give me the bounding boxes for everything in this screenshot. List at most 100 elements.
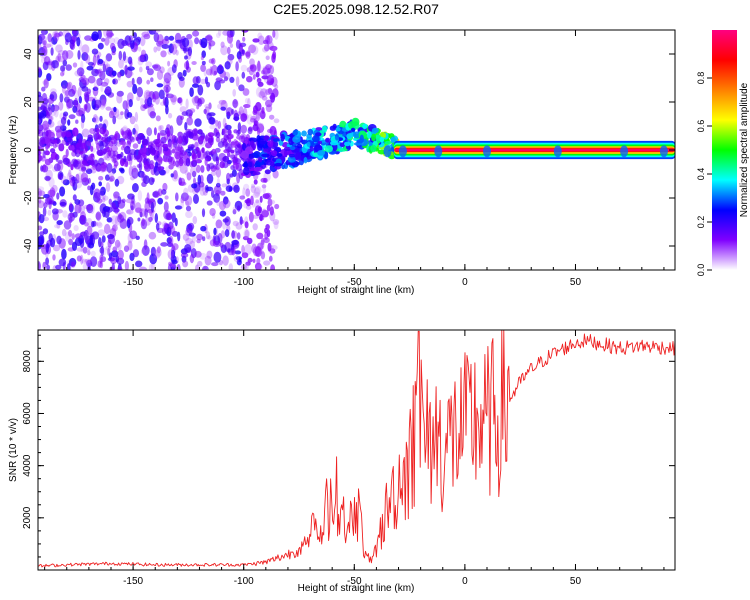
spectrogram-noise-speckle: [118, 59, 124, 69]
spectrogram-noise-speckle: [239, 219, 245, 224]
spectrogram-band-speckle: [116, 153, 122, 159]
spectrogram-noise-speckle: [61, 84, 66, 94]
spectrogram-noise-speckle: [232, 209, 237, 215]
spectrogram-noise-speckle: [145, 61, 153, 68]
spectrogram-noise-speckle: [222, 218, 229, 223]
spectrogram-noise-speckle: [99, 140, 104, 151]
spectrogram-noise-speckle: [135, 36, 142, 43]
spectrogram-noise-speckle: [203, 191, 208, 196]
spectrogram-noise-speckle: [172, 40, 179, 49]
spectrogram-noise-speckle: [63, 220, 72, 230]
snr-ytick-label: 4000: [22, 454, 33, 477]
spectrogram-noise-speckle: [66, 98, 71, 110]
spectrogram-band-speckle: [227, 151, 231, 158]
spectrogram-noise-speckle: [267, 87, 273, 95]
spectrogram-noise-speckle: [110, 42, 116, 51]
spectrogram-noise-speckle: [113, 106, 117, 113]
spectrogram-noise-speckle: [149, 253, 158, 265]
spectrogram-noise-speckle: [111, 70, 117, 77]
snr-ytick-label: 2000: [22, 506, 33, 529]
spectrogram-noise-speckle: [252, 109, 258, 116]
spectrogram-noise-speckle: [168, 235, 174, 247]
spectrogram-noise-speckle: [238, 55, 243, 63]
spectrogram-noise-speckle: [179, 164, 188, 174]
spectrogram-noise-speckle: [208, 42, 212, 50]
spectrogram-noise-speckle: [150, 202, 155, 213]
spectrogram-noise-speckle: [186, 172, 192, 181]
snr-ticks: -150 -100 -50 0 50 2000 4000 6000 8000: [22, 330, 675, 587]
spectrogram-noise-speckle: [204, 76, 209, 85]
spectrogram-noise-speckle: [107, 247, 111, 256]
spectrogram-noise-speckle: [254, 186, 262, 195]
spectrogram-noise-speckle: [85, 204, 94, 211]
spectrogram-noise-speckle: [257, 60, 261, 72]
spectrogram-noise-speckle: [169, 125, 174, 136]
spectrogram-noise-speckle: [95, 211, 102, 221]
spectrogram-noise-speckle: [79, 215, 86, 225]
spectrogram-carrier-bulge: [553, 145, 562, 158]
spectrogram-noise-speckle: [71, 84, 77, 95]
spectrogram-noise-speckle: [107, 239, 112, 248]
spectrogram-noise-speckle: [56, 235, 62, 245]
spectrogram-noise-speckle: [163, 72, 172, 84]
spectrogram-band-speckle: [65, 148, 69, 158]
spectrogram-noise-speckle: [67, 212, 76, 222]
spectrogram-ridge-blob: [263, 148, 269, 153]
spectrogram-noise-speckle: [140, 171, 146, 178]
spectrogram-noise-speckle: [229, 76, 235, 83]
spectrogram-noise-speckle: [84, 231, 90, 241]
spectrogram-carrier-bulge: [620, 145, 629, 158]
spectrogram-band-speckle: [83, 148, 88, 154]
spectrogram-xtick-label: -50: [347, 277, 362, 288]
spectrogram-noise-speckle: [138, 266, 147, 270]
spectrogram-noise-speckle: [94, 99, 102, 109]
spectrogram-ridge-blob: [273, 138, 280, 142]
spectrogram-noise-speckle: [108, 198, 113, 205]
spectrogram-noise-speckle: [260, 177, 267, 183]
spectrogram-noise-speckle: [99, 247, 107, 256]
spectrogram-noise-speckle: [234, 250, 242, 255]
spectrogram-noise-speckle: [59, 199, 67, 208]
spectrogram-noise-speckle: [55, 44, 63, 53]
spectrogram-noise-speckle: [153, 32, 160, 43]
spectrogram-noise-speckle: [157, 34, 164, 46]
spectrogram-band-speckle: [191, 149, 196, 158]
spectrogram-noise-speckle: [54, 224, 61, 229]
spectrogram-band-speckle: [56, 129, 62, 139]
spectrogram-noise-speckle: [252, 74, 256, 80]
spectrogram-noise-speckle: [244, 98, 249, 104]
spectrogram-band-speckle: [146, 127, 153, 137]
spectrogram-noise-speckle: [197, 84, 204, 96]
spectrogram-noise-speckle: [231, 108, 235, 115]
spectrogram-band-speckle: [153, 127, 157, 136]
spectrogram-noise-speckle: [246, 76, 253, 83]
spectrogram-band-speckle: [136, 154, 143, 163]
spectrogram-noise-speckle: [38, 36, 43, 45]
spectrogram-noise-speckle: [129, 60, 133, 67]
spectrogram-noise-speckle: [58, 258, 67, 267]
spectrogram-noise-speckle: [108, 37, 116, 44]
spectrogram-band-speckle: [124, 145, 131, 155]
spectrogram-noise-speckle: [265, 55, 270, 61]
spectrogram-noise-speckle: [192, 216, 198, 225]
spectrogram-noise-speckle: [209, 124, 217, 130]
spectrogram-noise-speckle: [38, 46, 45, 56]
spectrogram-noise-speckle: [117, 266, 123, 270]
spectrogram-noise-speckle: [257, 35, 265, 45]
spectrogram-band-speckle: [187, 144, 195, 150]
spectrogram-noise-speckle: [41, 102, 48, 111]
spectrogram-noise-speckle: [165, 104, 169, 115]
spectrogram-noise-speckle: [240, 64, 248, 72]
spectrogram-noise-speckle: [166, 213, 172, 221]
spectrogram-noise-speckle: [50, 47, 54, 56]
spectrogram-noise-speckle: [200, 37, 208, 49]
spectrogram-ridge-blob: [253, 166, 263, 172]
spectrogram-noise-speckle: [269, 114, 275, 120]
spectrogram-noise-speckle: [250, 183, 256, 189]
spectrogram-noise-speckle: [39, 35, 47, 43]
spectrogram-noise-speckle: [192, 170, 197, 178]
spectrogram-noise-speckle: [184, 169, 189, 176]
spectrogram-noise-speckle: [236, 232, 241, 240]
spectrogram-noise-speckle: [222, 255, 229, 266]
spectrogram-noise-speckle: [126, 209, 134, 215]
